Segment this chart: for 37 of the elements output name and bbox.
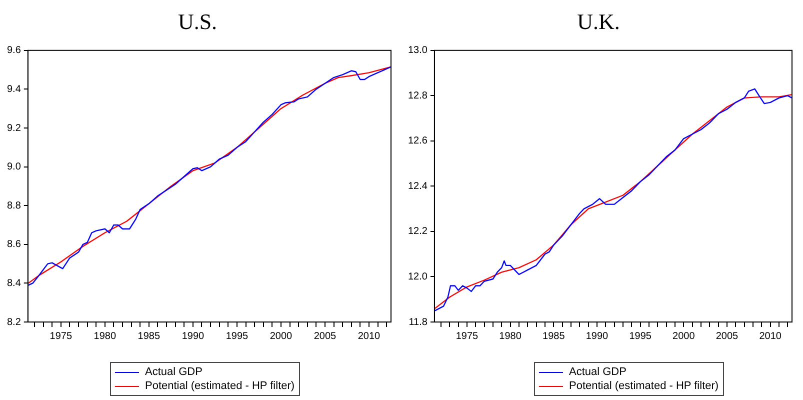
y-tick-label: 8.8: [6, 200, 22, 212]
x-tick-label: 1985: [542, 330, 566, 342]
y-tick-label: 8.6: [6, 239, 22, 250]
y-tick-label: 9.0: [6, 162, 22, 173]
y-tick-label: 8.4: [6, 278, 22, 289]
legend-label: Actual GDP: [145, 365, 202, 379]
y-tick-label: 12.6: [408, 136, 428, 147]
y-tick-label: 12.4: [408, 180, 428, 192]
x-tick-label: 1975: [456, 330, 479, 342]
x-tick-label: 2000: [672, 330, 696, 342]
x-tick-label: 1990: [586, 330, 609, 342]
chart-title: U.S.: [178, 8, 218, 34]
x-tick-label: 1980: [94, 330, 116, 342]
x-tick-label: 1990: [182, 330, 205, 342]
y-tick-label: 11.8: [408, 316, 428, 328]
y-tick-label: 13.0: [408, 45, 428, 56]
y-tick-label: 12.8: [408, 90, 428, 102]
y-tick-label: 12.0: [408, 271, 428, 282]
x-tick-label: 2005: [314, 330, 337, 342]
y-tick-label: 9.2: [6, 122, 22, 134]
x-tick-label: 1980: [499, 330, 522, 342]
legend-label: Actual GDP: [569, 365, 626, 379]
x-tick-label: 2010: [358, 330, 381, 342]
legend-label: Potential (estimated - HP filter): [145, 379, 295, 393]
chart-title: U.K.: [577, 8, 620, 34]
x-tick-label: 2000: [270, 330, 293, 342]
y-tick-label: 8.2: [6, 316, 22, 328]
x-tick-label: 1985: [138, 330, 160, 342]
x-tick-label: 2005: [716, 330, 739, 342]
legend-label: Potential (estimated - HP filter): [569, 379, 719, 393]
x-tick-label: 1995: [226, 330, 249, 342]
y-tick-label: 12.2: [408, 226, 428, 238]
y-tick-label: 9.6: [6, 45, 22, 56]
x-tick-label: 1975: [50, 330, 72, 342]
x-tick-label: 2010: [759, 330, 782, 342]
x-tick-label: 1995: [629, 330, 652, 342]
y-tick-label: 9.4: [6, 84, 22, 95]
